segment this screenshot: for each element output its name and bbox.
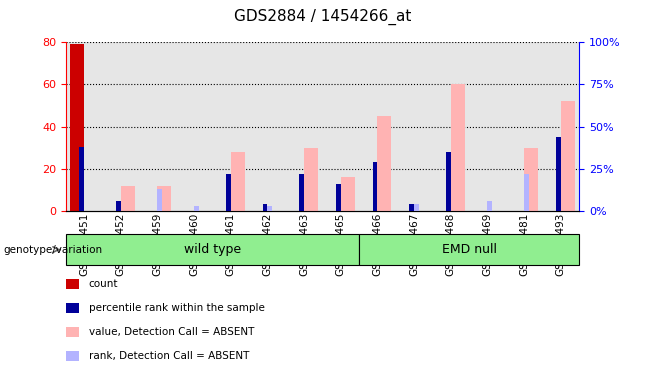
- Bar: [409, 204, 414, 211]
- Bar: [263, 204, 267, 211]
- Bar: [542, 42, 579, 211]
- Text: wild type: wild type: [184, 243, 241, 256]
- Bar: [80, 147, 84, 211]
- Bar: [176, 42, 213, 211]
- Bar: [304, 148, 318, 211]
- Text: rank, Detection Call = ABSENT: rank, Detection Call = ABSENT: [89, 351, 249, 361]
- Bar: [341, 177, 355, 211]
- Bar: [395, 42, 432, 211]
- Bar: [267, 206, 272, 211]
- Text: EMD null: EMD null: [442, 243, 497, 256]
- Text: value, Detection Call = ABSENT: value, Detection Call = ABSENT: [89, 327, 254, 337]
- Bar: [446, 152, 451, 211]
- Bar: [336, 184, 341, 211]
- Text: count: count: [89, 279, 118, 289]
- Bar: [359, 42, 395, 211]
- Bar: [226, 174, 231, 211]
- Bar: [561, 101, 574, 211]
- Bar: [139, 42, 176, 211]
- Bar: [121, 186, 135, 211]
- Text: genotype/variation: genotype/variation: [3, 245, 103, 255]
- Bar: [322, 42, 359, 211]
- Bar: [299, 174, 304, 211]
- Bar: [249, 42, 286, 211]
- Bar: [70, 44, 84, 211]
- Bar: [451, 84, 465, 211]
- Bar: [194, 206, 199, 211]
- Bar: [103, 42, 139, 211]
- Text: percentile rank within the sample: percentile rank within the sample: [89, 303, 265, 313]
- Bar: [116, 201, 121, 211]
- Bar: [469, 42, 506, 211]
- Bar: [286, 42, 322, 211]
- Bar: [378, 116, 392, 211]
- Bar: [488, 201, 492, 211]
- Bar: [414, 204, 419, 211]
- Bar: [231, 152, 245, 211]
- Bar: [524, 174, 529, 211]
- Bar: [157, 186, 171, 211]
- Bar: [157, 189, 163, 211]
- Bar: [506, 42, 542, 211]
- Bar: [556, 137, 561, 211]
- Text: GDS2884 / 1454266_at: GDS2884 / 1454266_at: [234, 9, 411, 25]
- Bar: [432, 42, 469, 211]
- Bar: [66, 42, 103, 211]
- Bar: [213, 42, 249, 211]
- Bar: [524, 148, 538, 211]
- Bar: [372, 162, 378, 211]
